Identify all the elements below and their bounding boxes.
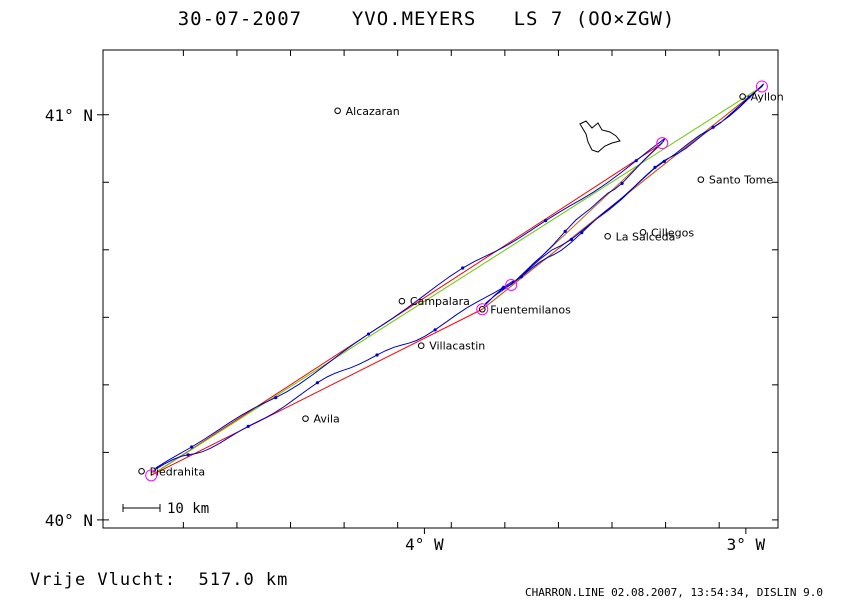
track-fix: [544, 219, 548, 223]
scale-bar-label: 10 km: [167, 501, 209, 517]
town-label: Alcazaran: [346, 105, 400, 118]
track-fix: [519, 275, 523, 279]
town-marker: [697, 176, 705, 183]
lon-label: 3° W: [727, 535, 766, 554]
turnpoint-marker: [476, 303, 489, 316]
track-fix: [433, 328, 437, 332]
turnpoint-marker: [145, 469, 158, 482]
turnpoint-marker: [505, 278, 518, 291]
track-fix: [315, 381, 319, 385]
turnpoints: [145, 80, 768, 482]
town-marker: [302, 415, 309, 422]
town-label: Ayllon: [751, 91, 784, 104]
track-fix: [502, 285, 506, 289]
axis-labels: 41° N 40° N 4° W 3° W: [45, 106, 766, 554]
town-marker: [398, 297, 406, 305]
town-label: Cillegos: [651, 226, 694, 239]
track-fix: [569, 237, 574, 242]
track-fix: [747, 95, 751, 99]
town-label: Santo Tome: [709, 174, 774, 187]
track-fix: [375, 353, 379, 357]
software-stamp: CHARRON.LINE 02.08.2007, 13:54:34, DISLI…: [524, 586, 823, 599]
track-line: [154, 83, 765, 471]
track-fix: [563, 229, 567, 233]
chart-title: 30-07-2007 YVO.MEYERS LS 7 (OO×ZGW): [177, 8, 676, 30]
town-label: Fuentemilanos: [490, 303, 571, 316]
scale-bar: 10 km: [122, 501, 209, 517]
map-frame: [102, 49, 779, 529]
track-fix: [366, 332, 371, 336]
track-fix: [580, 231, 584, 235]
lat-label: 41° N: [45, 106, 93, 125]
town-label: Piedrahita: [150, 465, 206, 478]
outer-leg-line: [150, 142, 663, 476]
town-marker: [334, 107, 341, 115]
leg-line-1: [150, 308, 483, 476]
turnpoint-marker: [755, 80, 768, 93]
town-label: La Salceda: [616, 230, 676, 243]
town-label: Villacastin: [429, 340, 485, 353]
flight-distance: Vrije Vlucht: 517.0 km: [30, 570, 289, 590]
track-fix: [620, 181, 624, 185]
lon-label: 4° W: [405, 535, 444, 554]
town-label: Avila: [314, 413, 340, 426]
turnpoint-marker: [656, 137, 669, 150]
track-fix: [711, 125, 715, 129]
track-fix: [274, 396, 278, 400]
track-fix: [190, 445, 194, 449]
terrain-outline: [579, 120, 621, 153]
track-fix: [246, 424, 250, 428]
town-marker: [739, 93, 746, 100]
track-fix: [461, 266, 465, 270]
track-fix: [662, 159, 666, 163]
track-fix: [653, 165, 657, 169]
town-marker: [478, 305, 486, 313]
track-fix: [634, 159, 638, 163]
track-fix: [186, 453, 190, 457]
flight-track: [154, 83, 765, 471]
town-marker: [604, 233, 611, 240]
inner-leg-line: [150, 86, 763, 476]
town-marker: [417, 342, 425, 350]
town-marker: [138, 467, 145, 475]
town-marker: [639, 228, 647, 236]
town-label: Campalara: [410, 295, 470, 308]
lat-label: 40° N: [45, 511, 93, 530]
task-legs: [150, 86, 763, 476]
axis-ticks: [103, 50, 778, 528]
